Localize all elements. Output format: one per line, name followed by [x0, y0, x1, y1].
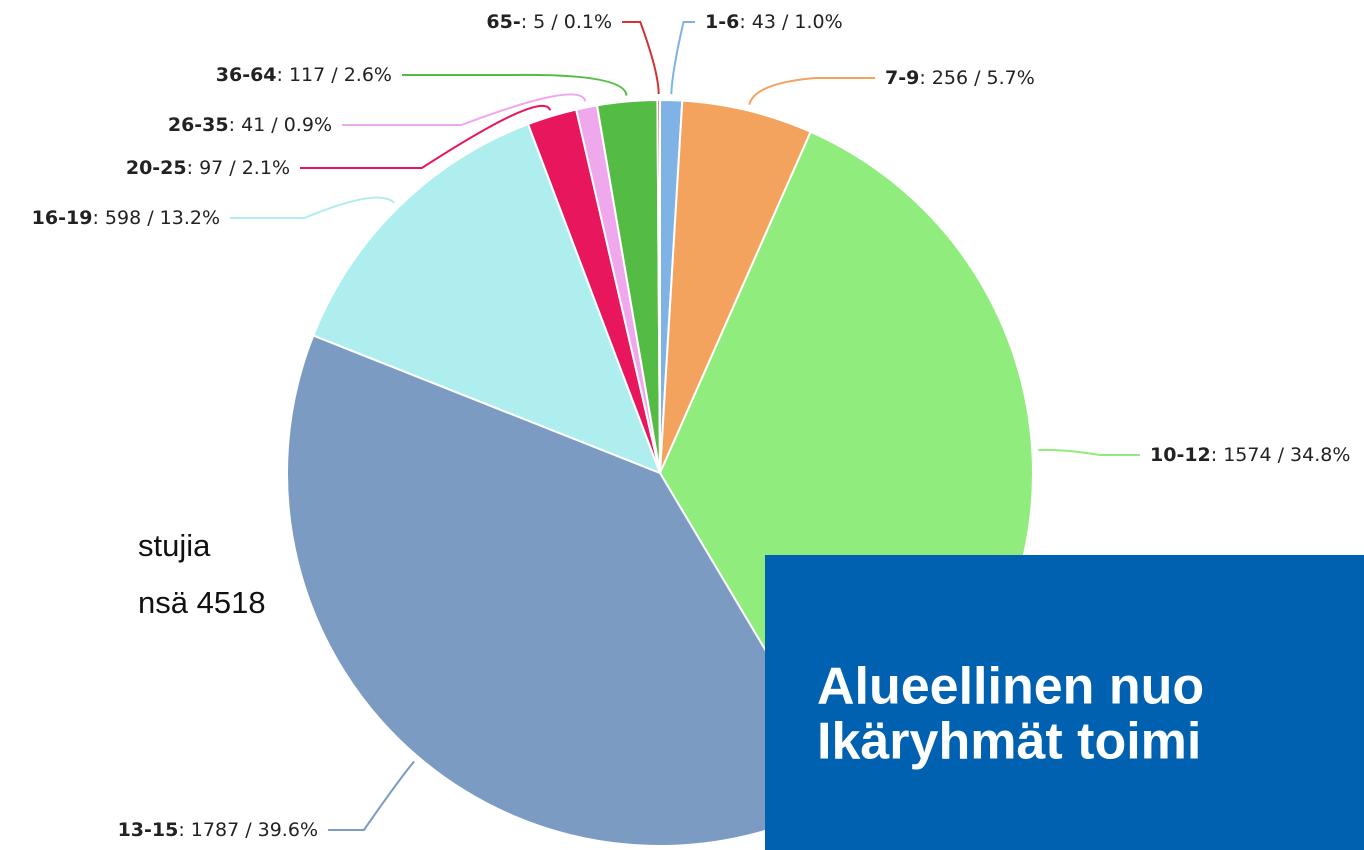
pie-slice: [311, 122, 662, 475]
slice-name: 7-9: [885, 67, 919, 89]
pie-slice: [659, 99, 812, 474]
slice-name: 10-12: [1150, 444, 1211, 466]
slice-label: 13-15: 1787 / 39.6%: [118, 819, 318, 841]
slice-label: 7-9: 256 / 5.7%: [885, 67, 1035, 89]
slice-label: 65-: 5 / 0.1%: [486, 11, 612, 33]
slice-label: 10-12: 1574 / 34.8%: [1150, 444, 1350, 466]
banner-title: Alueellinen nuo: [817, 658, 1204, 716]
leader-line: [342, 93, 587, 126]
slice-name: 20-25: [126, 157, 187, 179]
leader-line: [402, 73, 628, 96]
slice-value: : 43 / 1.0%: [739, 11, 842, 33]
leader-line: [622, 21, 660, 95]
banner-title: Ikäryhmät toimi: [817, 713, 1201, 771]
slice-value: : 41 / 0.9%: [229, 114, 332, 136]
slice-label: 16-19: 598 / 13.2%: [32, 207, 220, 229]
slice-label: 1-6: 43 / 1.0%: [705, 11, 843, 33]
leader-line: [328, 760, 415, 831]
slice-name: 13-15: [118, 819, 179, 841]
slice-value: : 1787 / 39.6%: [178, 819, 318, 841]
pie-slice: [286, 334, 853, 847]
slice-name: 36-64: [216, 64, 277, 86]
labels: 1-6: 43 / 1.0% 7-9: 256 / 5.7% 10-12: 1574…: [32, 11, 1351, 841]
leader-line: [670, 21, 695, 95]
slice-value: : 97 / 2.1%: [187, 157, 290, 179]
slice-name: 65-: [486, 11, 520, 33]
slice-name: 1-6: [705, 11, 739, 33]
slice-value: : 256 / 5.7%: [919, 67, 1034, 89]
slice-label: 26-35: 41 / 0.9%: [168, 114, 332, 136]
leader-line: [300, 104, 552, 169]
slice-value: : 1574 / 34.8%: [1211, 444, 1351, 466]
banner-box: [765, 555, 1364, 850]
slice-value: : 117 / 2.6%: [277, 64, 392, 86]
leader-line: [230, 196, 395, 219]
leader-line: [748, 77, 875, 105]
pie-slice: [656, 98, 661, 474]
side-text: stujia: [138, 528, 211, 563]
slice-value: : 5 / 0.1%: [521, 11, 612, 33]
slice-label: 20-25: 97 / 2.1%: [126, 157, 290, 179]
slice-name: 26-35: [168, 114, 229, 136]
side-text: nsä 4518: [138, 585, 266, 620]
slice-value: : 598 / 13.2%: [92, 207, 220, 229]
slice-label: 36-64: 117 / 2.6%: [216, 64, 392, 86]
leader-line: [1038, 448, 1140, 456]
slice-name: 16-19: [32, 207, 93, 229]
